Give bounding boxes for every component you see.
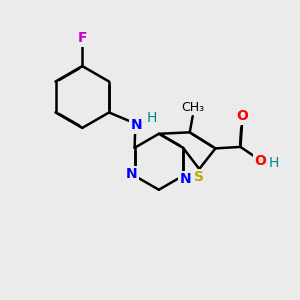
Text: F: F — [77, 31, 87, 45]
Text: N: N — [180, 172, 191, 186]
Text: H: H — [269, 156, 279, 170]
Text: H: H — [147, 111, 157, 124]
Text: O: O — [254, 154, 266, 168]
Text: N: N — [125, 167, 137, 181]
Text: S: S — [194, 170, 204, 184]
Text: O: O — [236, 109, 248, 123]
Text: CH₃: CH₃ — [181, 101, 204, 114]
Text: N: N — [131, 118, 142, 132]
